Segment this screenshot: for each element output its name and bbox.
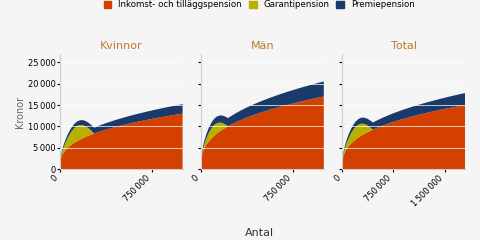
Y-axis label: Kronor: Kronor [15,96,25,127]
Title: Män: Män [251,41,274,51]
Legend: Inkomst- och tilläggspension, Garantipension, Premiepension: Inkomst- och tilläggspension, Garantipen… [103,0,416,10]
Text: Antal: Antal [245,228,274,238]
Title: Kvinnor: Kvinnor [100,41,143,51]
Title: Total: Total [391,41,417,51]
